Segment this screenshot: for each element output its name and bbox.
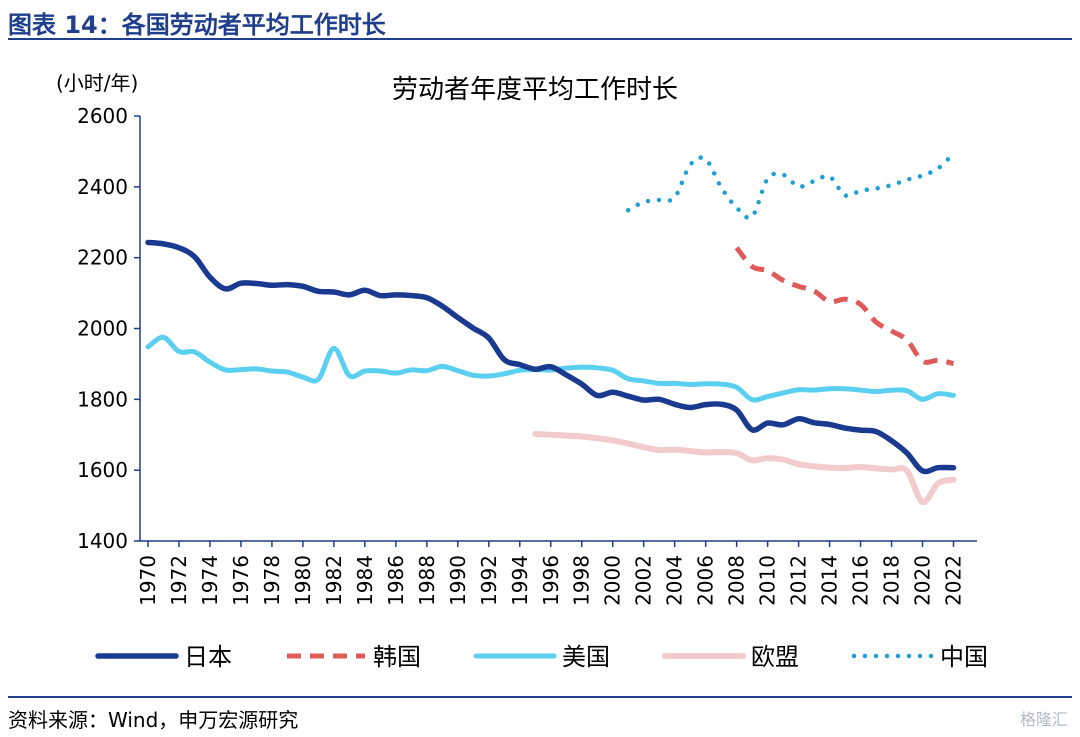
x-tick-group: 1970 1972 1974 1976 1978 1980 1982 1984 1986 1988…	[136, 541, 966, 606]
x-tick-label: 1986	[384, 555, 408, 606]
x-tick-label: 1992	[477, 555, 501, 606]
series-group	[145, 151, 957, 506]
x-tick-label: 1984	[353, 555, 377, 606]
legend-label: 中国	[940, 643, 988, 671]
x-tick-label: 2016	[849, 555, 873, 606]
x-tick-label: 1976	[229, 555, 253, 606]
series-line-1	[734, 246, 955, 367]
y-tick-label: 2400	[77, 175, 128, 199]
y-tick-label: 1600	[77, 458, 128, 482]
x-tick-label: 1996	[539, 555, 563, 606]
legend-label: 美国	[562, 643, 610, 671]
legend-label: 欧盟	[751, 643, 799, 671]
source-note: 资料来源：Wind，申万宏源研究	[8, 708, 299, 732]
x-tick-label: 2020	[911, 555, 935, 606]
chart-title: 劳动者年度平均工作时长	[392, 75, 678, 105]
y-tick-label: 2200	[77, 246, 128, 270]
x-tick-label: 2010	[756, 555, 780, 606]
line-chart: 劳动者年度平均工作时长 (小时/年) 1400 1600 1800 2000 2200 2…	[56, 71, 988, 671]
series-line-2	[145, 334, 957, 403]
series-line-3	[532, 431, 957, 506]
series-line-0	[145, 239, 957, 475]
y-tick-label: 1400	[77, 529, 128, 553]
x-tick-label: 2014	[818, 555, 842, 606]
x-tick-label: 1970	[136, 555, 160, 606]
title-divider	[8, 38, 1072, 40]
x-tick-label: 2022	[942, 555, 966, 606]
legend-label: 韩国	[373, 643, 421, 671]
legend: 日本 韩国 美国 欧盟 中国	[95, 643, 988, 671]
x-tick-label: 1998	[570, 555, 594, 606]
x-tick-label: 1988	[415, 555, 439, 606]
legend-label: 日本	[184, 643, 232, 671]
source-divider	[8, 696, 1072, 698]
x-tick-label: 2002	[632, 555, 656, 606]
x-tick-label: 1972	[167, 555, 191, 606]
watermark-logo: 格隆汇	[1019, 710, 1068, 729]
y-tick-label: 2600	[77, 104, 128, 128]
x-tick-label: 1994	[508, 555, 532, 606]
x-tick-label: 1980	[291, 555, 315, 606]
x-tick-label: 2000	[601, 555, 625, 606]
y-tick-group: 1400 1600 1800 2000 2200 2400 2600	[77, 104, 140, 553]
x-tick-label: 2006	[694, 555, 718, 606]
figure-title: 图表 14：各国劳动者平均工作时长	[8, 11, 386, 39]
x-tick-label: 1978	[260, 555, 284, 606]
y-tick-label: 2000	[77, 317, 128, 341]
x-tick-label: 2004	[663, 555, 687, 606]
x-tick-label: 1974	[198, 555, 222, 606]
y-tick-label: 1800	[77, 387, 128, 411]
x-tick-label: 1982	[322, 555, 346, 606]
series-line-4	[625, 151, 956, 221]
x-tick-label: 1990	[446, 555, 470, 606]
x-tick-label: 2018	[880, 555, 904, 606]
x-tick-label: 2012	[787, 555, 811, 606]
y-axis-unit-label: (小时/年)	[56, 71, 138, 95]
x-tick-label: 2008	[725, 555, 749, 606]
